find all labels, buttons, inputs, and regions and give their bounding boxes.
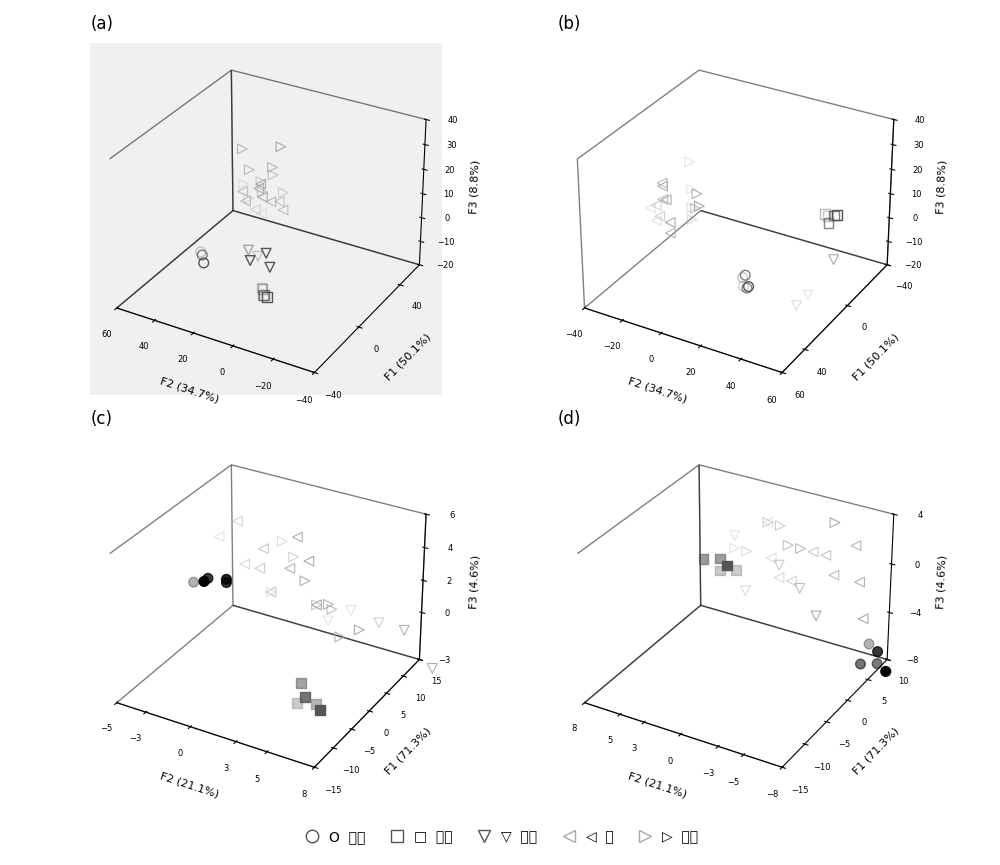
Y-axis label: F1 (71.3%): F1 (71.3%) — [383, 726, 433, 777]
X-axis label: F2 (34.7%): F2 (34.7%) — [627, 376, 688, 405]
Text: (c): (c) — [90, 410, 112, 427]
Text: (a): (a) — [90, 15, 113, 33]
X-axis label: F2 (21.1%): F2 (21.1%) — [159, 771, 220, 799]
Legend: O  酒精, □  甲醛, ▽  甲苯, ◁  苯, ▷  氯苯: O 酒精, □ 甲醛, ▽ 甲苯, ◁ 苯, ▷ 氯苯 — [296, 824, 704, 849]
Y-axis label: F1 (50.1%): F1 (50.1%) — [851, 331, 901, 382]
X-axis label: F2 (34.7%): F2 (34.7%) — [159, 376, 220, 405]
Text: (d): (d) — [558, 410, 581, 427]
Y-axis label: F1 (50.1%): F1 (50.1%) — [383, 331, 433, 382]
Y-axis label: F1 (71.3%): F1 (71.3%) — [851, 726, 901, 777]
Text: (b): (b) — [558, 15, 581, 33]
X-axis label: F2 (21.1%): F2 (21.1%) — [627, 771, 688, 799]
